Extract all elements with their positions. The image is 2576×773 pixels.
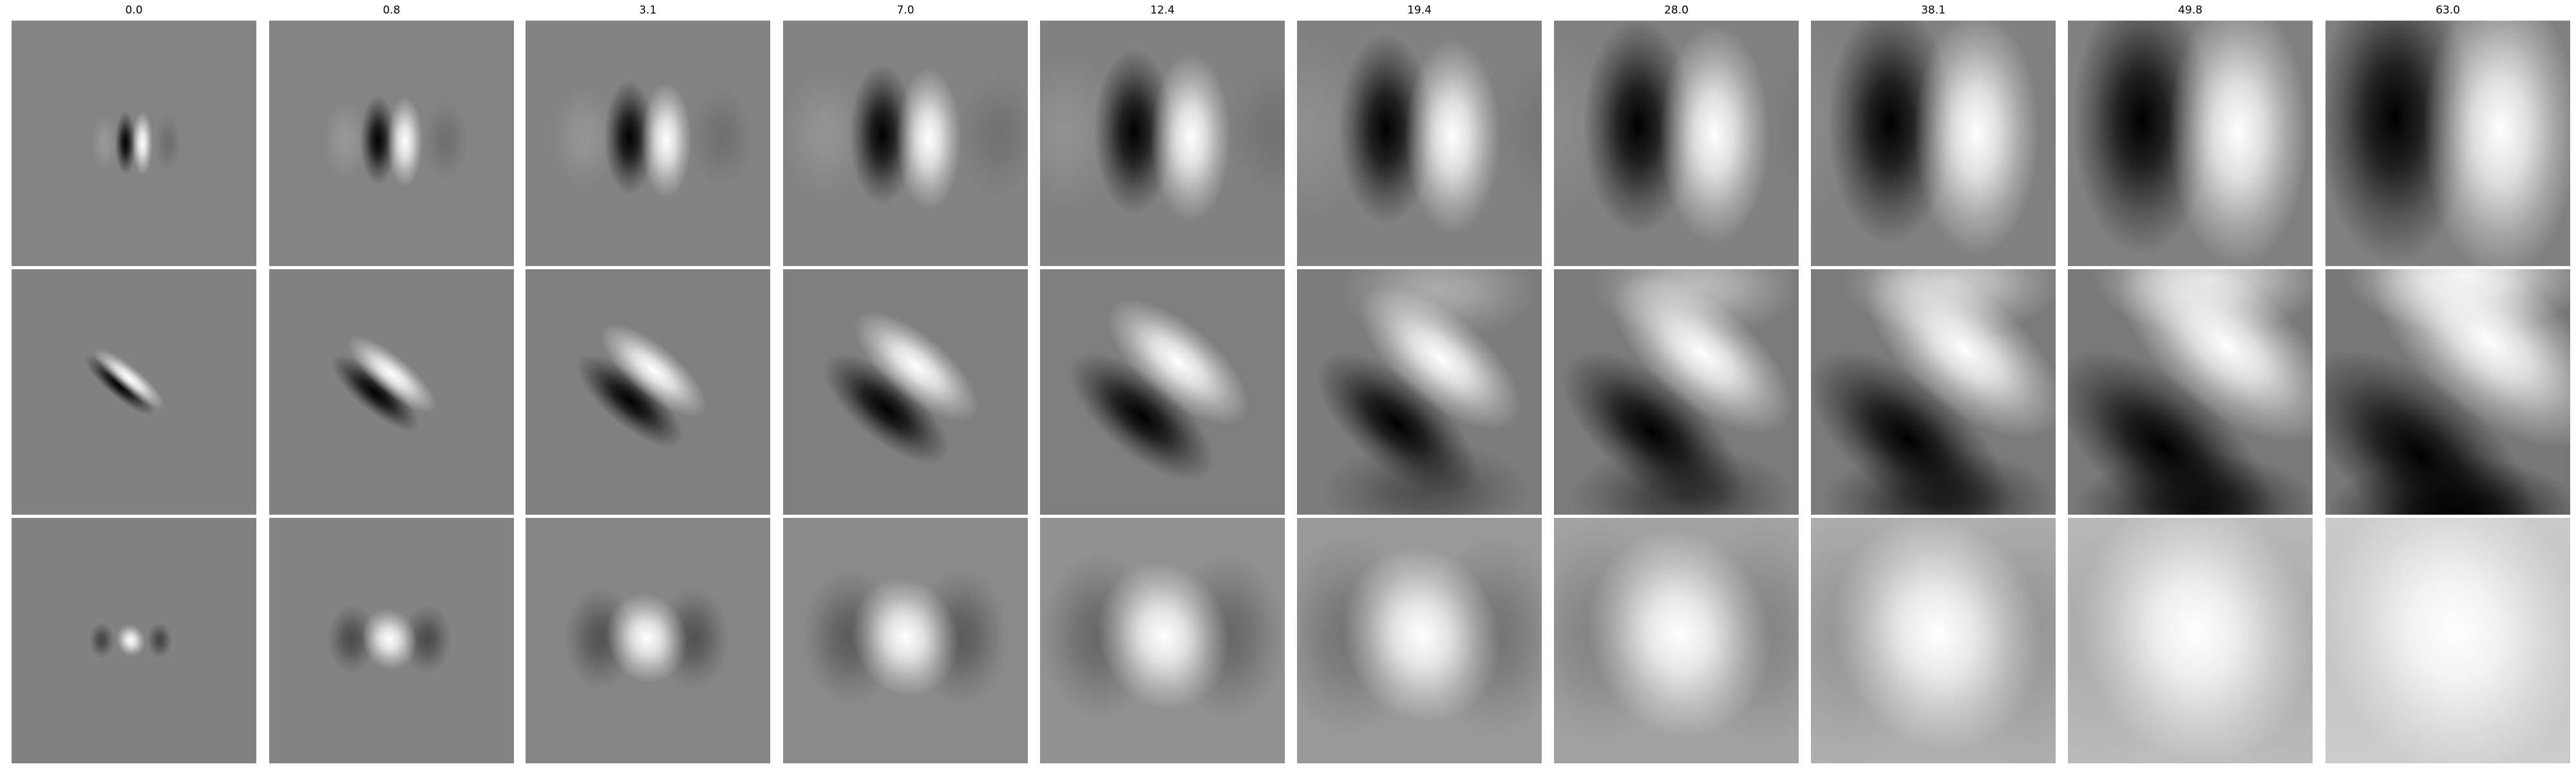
column-title: 19.4 xyxy=(1407,4,1432,17)
panel-row-2-col-1 xyxy=(12,269,256,515)
column-title: 7.0 xyxy=(896,4,914,17)
panel-row-3-col-8 xyxy=(1811,518,2056,763)
panel-row-3-col-7 xyxy=(1554,518,1799,763)
grayscale-image xyxy=(1811,21,2056,266)
panel-row-1-col-4 xyxy=(783,21,1028,266)
panel-row-3-col-10 xyxy=(2325,518,2570,763)
panel-row-1-col-9 xyxy=(2068,21,2313,266)
grayscale-image xyxy=(2325,518,2570,763)
grayscale-image xyxy=(783,21,1028,266)
grayscale-image xyxy=(1040,269,1285,515)
grayscale-image xyxy=(269,269,514,515)
panel-row-3-col-5 xyxy=(1040,518,1285,763)
grayscale-image xyxy=(526,21,770,266)
grayscale-image xyxy=(1040,518,1285,763)
panel-row-1-col-7 xyxy=(1554,21,1799,266)
grayscale-image xyxy=(2068,518,2313,763)
grayscale-image xyxy=(12,21,256,266)
grayscale-image xyxy=(526,518,770,763)
panel-row-2-col-4 xyxy=(783,269,1028,515)
column-title: 63.0 xyxy=(2436,4,2460,17)
grayscale-image xyxy=(12,518,256,763)
column-title: 49.8 xyxy=(2178,4,2202,17)
panel-row-2-col-7 xyxy=(1554,269,1799,515)
column-title: 3.1 xyxy=(639,4,657,17)
grayscale-image xyxy=(1297,518,1542,763)
panel-row-1-col-6 xyxy=(1297,21,1542,266)
panel-row-1-col-2 xyxy=(269,21,514,266)
grayscale-image xyxy=(1811,518,2056,763)
grayscale-image xyxy=(269,21,514,266)
panel-row-2-col-9 xyxy=(2068,269,2313,515)
column-title: 28.0 xyxy=(1664,4,1689,17)
grayscale-image xyxy=(12,269,256,515)
column-title: 0.8 xyxy=(383,4,401,17)
panel-row-1-col-3 xyxy=(526,21,770,266)
grayscale-image xyxy=(1554,21,1799,266)
grayscale-image xyxy=(1297,269,1542,515)
panel-row-3-col-3 xyxy=(526,518,770,763)
grayscale-image xyxy=(1040,21,1285,266)
grayscale-image xyxy=(526,269,770,515)
panel-row-3-col-1 xyxy=(12,518,256,763)
panel-row-1-col-10 xyxy=(2325,21,2570,266)
grayscale-image xyxy=(269,518,514,763)
panel-row-1-col-8 xyxy=(1811,21,2056,266)
grayscale-image xyxy=(1554,518,1799,763)
panel-row-3-col-9 xyxy=(2068,518,2313,763)
grayscale-image xyxy=(2325,269,2570,515)
panel-row-2-col-10 xyxy=(2325,269,2570,515)
grayscale-image xyxy=(2325,21,2570,266)
grayscale-image xyxy=(783,518,1028,763)
grayscale-image xyxy=(1554,269,1799,515)
grayscale-image xyxy=(2068,21,2313,266)
grayscale-image xyxy=(1297,21,1542,266)
column-title: 38.1 xyxy=(1921,4,1946,17)
column-title: 0.0 xyxy=(125,4,143,17)
grayscale-image xyxy=(2068,269,2313,515)
panel-row-2-col-3 xyxy=(526,269,770,515)
panel-row-2-col-6 xyxy=(1297,269,1542,515)
panel-row-1-col-5 xyxy=(1040,21,1285,266)
panel-row-3-col-4 xyxy=(783,518,1028,763)
grayscale-image xyxy=(1811,269,2056,515)
panel-row-3-col-6 xyxy=(1297,518,1542,763)
panel-row-2-col-5 xyxy=(1040,269,1285,515)
panel-row-2-col-8 xyxy=(1811,269,2056,515)
panel-row-2-col-2 xyxy=(269,269,514,515)
grayscale-image xyxy=(783,269,1028,515)
column-title: 12.4 xyxy=(1150,4,1175,17)
panel-row-1-col-1 xyxy=(12,21,256,266)
panel-row-3-col-2 xyxy=(269,518,514,763)
